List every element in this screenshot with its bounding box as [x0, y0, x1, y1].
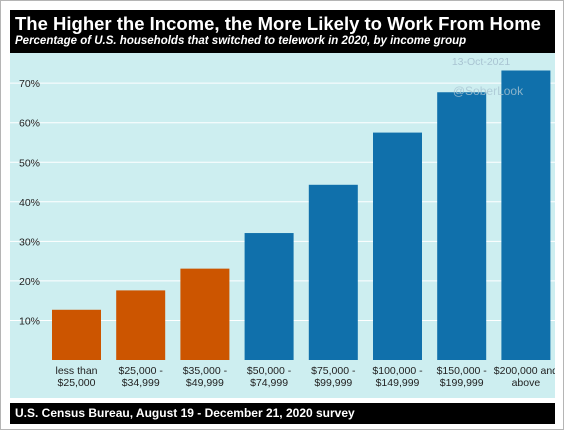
- x-tick-label: $35,000 -$49,999: [183, 365, 228, 389]
- y-axis-ticks: 10% 20% 30% 40% 50% 60% 70%: [19, 78, 40, 327]
- y-tick-label: 50%: [19, 157, 40, 169]
- bars: [52, 70, 551, 361]
- x-tick-label: $75,000 -$99,999: [311, 365, 356, 389]
- bar-chart: 10% 20% 30% 40% 50% 60% 70% less than $25,000 $2…: [10, 53, 555, 398]
- source-note: U.S. Census Bureau, August 19 - December…: [15, 406, 355, 420]
- bar: [180, 268, 230, 360]
- header-bar: The Higher the Income, the More Likely t…: [10, 10, 555, 53]
- x-tick-label: $200,000 and above: [494, 365, 555, 389]
- x-tick-label: $100,000 -$149,999: [372, 365, 423, 389]
- bar: [373, 132, 422, 360]
- y-tick-label: 30%: [19, 236, 40, 248]
- bar: [116, 290, 166, 360]
- bar: [437, 92, 487, 361]
- x-tick-label: $25,000 -$34,999: [119, 365, 164, 389]
- bar: [52, 309, 101, 360]
- bar: [501, 70, 551, 360]
- x-tick-label: less than $25,000: [55, 365, 97, 389]
- bar: [308, 184, 358, 360]
- x-tick-label: $150,000 -$199,999: [437, 365, 488, 389]
- watermark-handle: @SoberLook: [453, 84, 524, 98]
- x-tick-label: $50,000 -$74,999: [247, 365, 292, 389]
- x-axis-ticks: less than $25,000 $25,000 -$34,999 $35,000 …: [55, 365, 555, 389]
- y-tick-label: 10%: [19, 315, 40, 327]
- chart-subtitle: Percentage of U.S. households that switc…: [15, 35, 467, 47]
- bar: [244, 233, 294, 360]
- y-tick-label: 70%: [19, 78, 40, 90]
- chart-title: The Higher the Income, the More Likely t…: [15, 13, 541, 34]
- y-tick-label: 40%: [19, 197, 40, 209]
- y-tick-label: 60%: [19, 118, 40, 130]
- footer-bar: U.S. Census Bureau, August 19 - December…: [10, 403, 555, 424]
- y-tick-label: 20%: [19, 276, 40, 288]
- watermark-date: 13-Oct-2021: [452, 56, 511, 68]
